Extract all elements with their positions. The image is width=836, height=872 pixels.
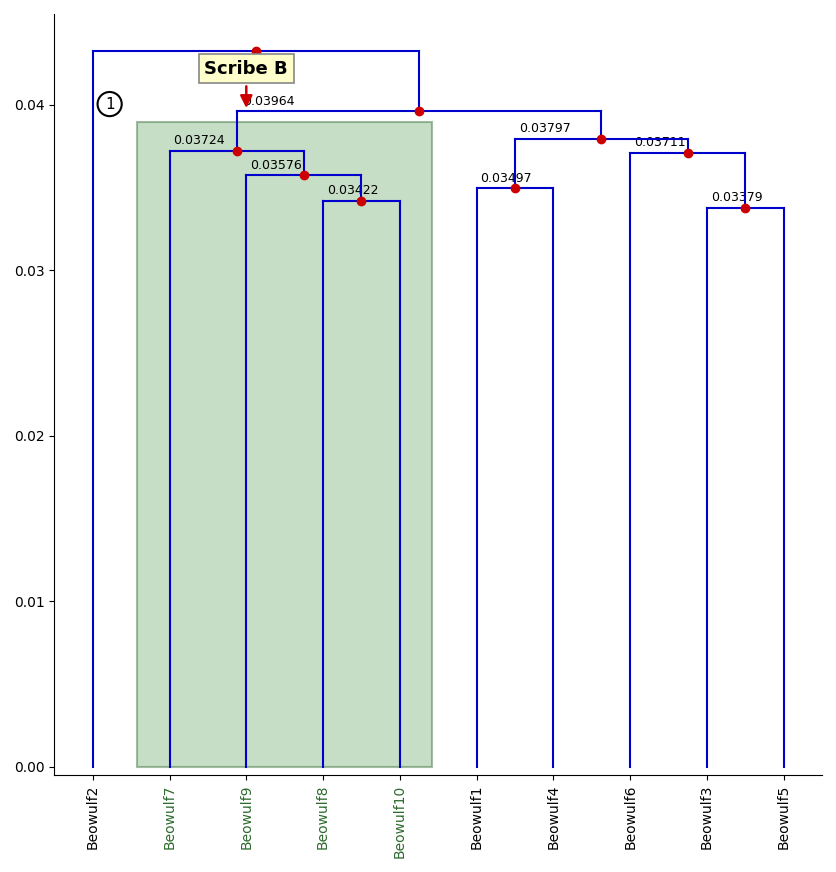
Text: 0.03497: 0.03497 bbox=[481, 172, 532, 185]
Text: Scribe B: Scribe B bbox=[205, 59, 288, 106]
Text: 0.03724: 0.03724 bbox=[173, 134, 225, 147]
Text: 0.03711: 0.03711 bbox=[634, 136, 686, 149]
Text: 0.03422: 0.03422 bbox=[327, 184, 379, 197]
Text: 0.03797: 0.03797 bbox=[519, 122, 571, 135]
Text: 1: 1 bbox=[104, 97, 115, 112]
Text: 0.03379: 0.03379 bbox=[711, 191, 762, 204]
Text: 0.03964: 0.03964 bbox=[242, 94, 294, 107]
Text: 0.03576: 0.03576 bbox=[250, 159, 302, 172]
Bar bbox=[137, 122, 432, 766]
